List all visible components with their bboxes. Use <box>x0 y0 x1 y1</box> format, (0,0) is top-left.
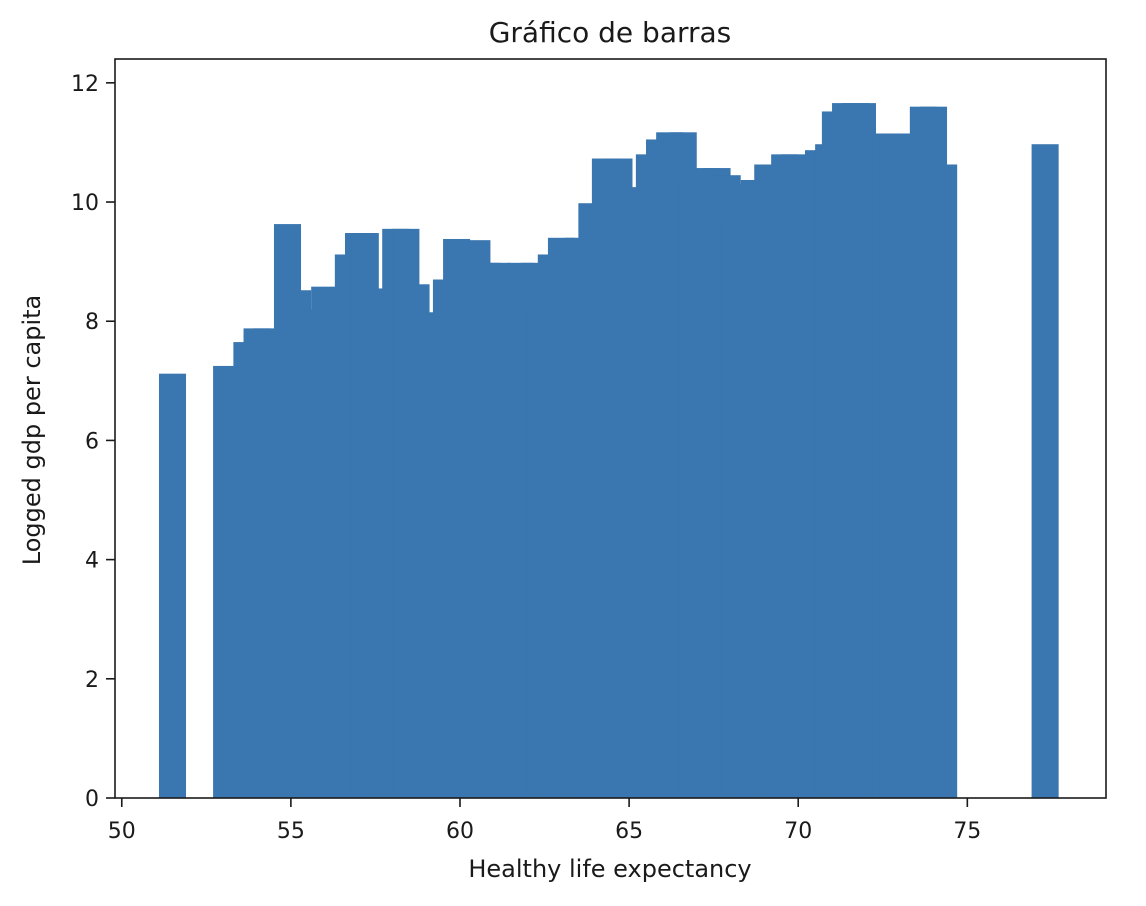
bar <box>1031 144 1059 799</box>
x-axis-ticks: 50 55 60 65 70 75 <box>108 798 981 844</box>
plot-frame <box>114 58 1107 799</box>
y-tick-label: 2 <box>85 668 99 693</box>
y-tick-label: 0 <box>85 787 99 812</box>
chart-title: Gráfico de barras <box>489 16 732 49</box>
x-axis-label: Healthy life expectancy <box>468 855 751 883</box>
y-tick-label: 10 <box>71 191 99 216</box>
bars-group <box>158 103 1059 799</box>
x-tick-label: 75 <box>953 819 981 844</box>
bar <box>930 164 958 799</box>
x-tick-label: 65 <box>615 819 643 844</box>
y-axis-ticks: 0 2 4 6 8 10 12 <box>71 72 115 812</box>
y-tick-label: 4 <box>85 549 99 574</box>
x-tick-label: 50 <box>108 819 136 844</box>
y-axis-label: Logged gdp per capita <box>18 295 46 565</box>
y-tick-label: 8 <box>85 310 99 335</box>
x-tick-label: 70 <box>784 819 812 844</box>
bar <box>158 373 187 798</box>
y-tick-label: 6 <box>85 429 99 454</box>
x-tick-label: 60 <box>446 819 474 844</box>
x-tick-label: 55 <box>277 819 305 844</box>
y-tick-label: 12 <box>71 72 99 97</box>
